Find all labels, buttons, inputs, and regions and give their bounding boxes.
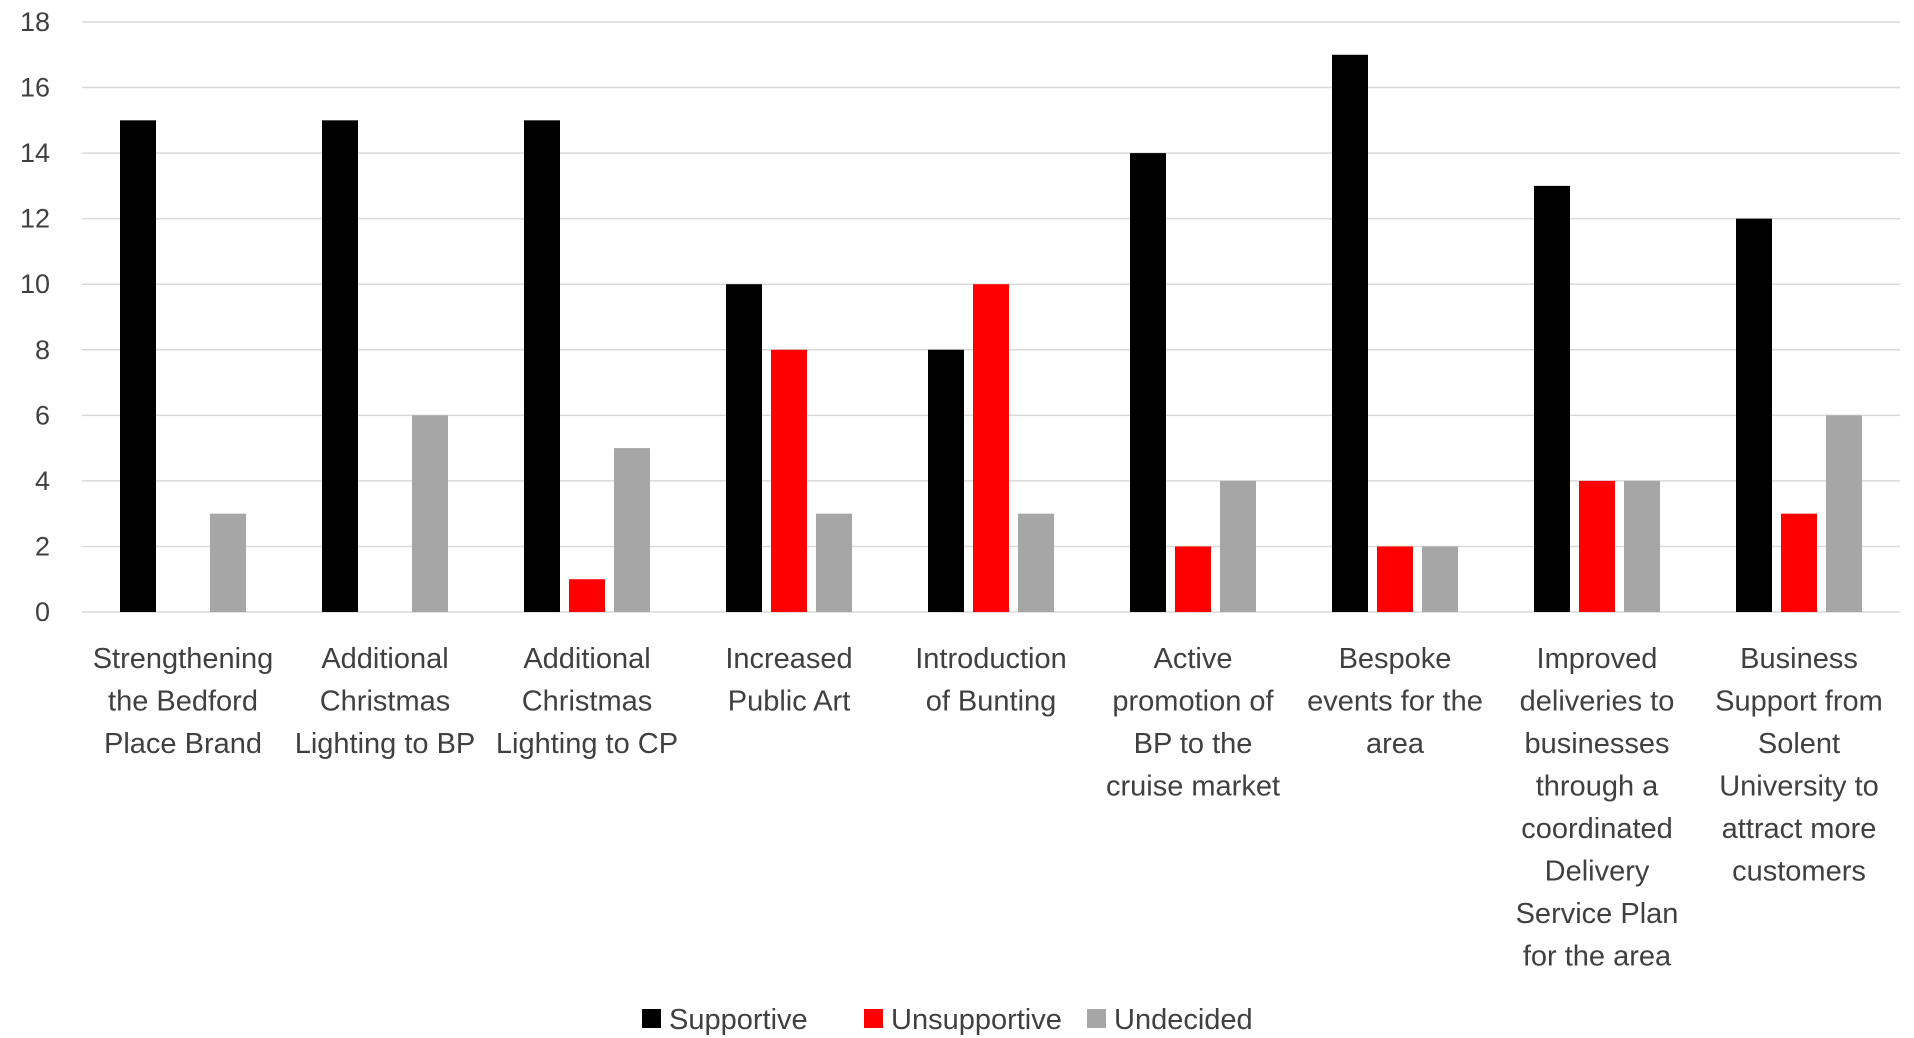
- x-axis-category-labels: Strengthening the Bedford Place Brand Addit…: [93, 643, 1883, 973]
- bar-undecided-7: [1624, 480, 1660, 612]
- category-label-line: Service Plan: [1516, 898, 1679, 930]
- bar-undecided-1: [412, 415, 448, 612]
- category-label-line: Strengthening: [93, 643, 274, 675]
- legend-swatch-unsupportive: [864, 1009, 883, 1028]
- category-label-line: Public Art: [728, 686, 851, 718]
- bar-undecided-8: [1826, 415, 1862, 612]
- legend-swatch-undecided: [1087, 1009, 1106, 1028]
- legend-swatch-supportive: [642, 1009, 661, 1028]
- category-label-line: BP to the: [1134, 728, 1253, 760]
- category-label-line: Additional: [321, 643, 448, 675]
- category-label: Increased Public Art: [725, 643, 852, 718]
- category-label-line: Christmas: [320, 686, 451, 718]
- category-label: Strengthening the Bedford Place Brand: [93, 643, 274, 760]
- category-label-line: Introduction: [915, 643, 1067, 675]
- category-label-line: Lighting to CP: [496, 728, 678, 760]
- bar-undecided-0: [210, 513, 246, 612]
- category-label: Bespoke events for the area: [1307, 643, 1483, 760]
- bar-supportive-1: [322, 120, 358, 612]
- bar-supportive-5: [1130, 153, 1166, 612]
- y-tick-label: 6: [35, 400, 50, 430]
- category-label-line: Solent: [1758, 728, 1840, 760]
- bar-unsupportive-2: [569, 579, 605, 612]
- category-label-line: area: [1366, 728, 1425, 760]
- category-label-line: Increased: [725, 643, 852, 675]
- y-tick-label: 18: [20, 7, 50, 37]
- bar-unsupportive-8: [1781, 513, 1817, 612]
- category-label-line: Christmas: [522, 686, 653, 718]
- category-label: Additional Christmas Lighting to CP: [496, 643, 678, 760]
- category-label-line: coordinated: [1521, 813, 1673, 845]
- category-label-line: Place Brand: [104, 728, 262, 760]
- legend-label-supportive: Supportive: [669, 1004, 808, 1036]
- category-label-line: events for the: [1307, 686, 1483, 718]
- bar-unsupportive-5: [1175, 546, 1211, 612]
- category-label-line: Additional: [523, 643, 650, 675]
- category-label-line: Support from: [1715, 686, 1883, 718]
- y-tick-label: 4: [35, 466, 50, 496]
- category-label: Business Support from Solent University to a…: [1715, 643, 1883, 888]
- y-tick-label: 14: [20, 138, 50, 168]
- category-label-line: Improved: [1537, 643, 1658, 675]
- category-label-line: through a: [1536, 771, 1659, 803]
- bar-supportive-4: [928, 349, 964, 612]
- category-label-line: businesses: [1524, 728, 1669, 760]
- category-label: Active promotion of BP to the cruise market: [1106, 643, 1280, 803]
- legend: Supportive Unsupportive Undecided: [642, 1004, 1253, 1036]
- bar-undecided-2: [614, 448, 650, 612]
- bar-supportive-7: [1534, 185, 1570, 612]
- y-axis-tick-labels: 0 2 4 6 8 10 12 14 16 18: [20, 7, 50, 627]
- y-tick-label: 2: [35, 531, 50, 561]
- bar-supportive-8: [1736, 218, 1772, 612]
- bar-supportive-6: [1332, 54, 1368, 613]
- category-label-line: Delivery: [1545, 856, 1650, 888]
- category-label-line: the Bedford: [108, 686, 258, 718]
- category-label-line: for the area: [1523, 941, 1672, 973]
- category-label-line: customers: [1732, 856, 1866, 888]
- category-label-line: Lighting to BP: [295, 728, 476, 760]
- bar-undecided-3: [816, 513, 852, 612]
- bar-unsupportive-6: [1377, 546, 1413, 612]
- category-label: Improved deliveries to businesses through a…: [1516, 643, 1679, 973]
- category-label-line: of Bunting: [926, 686, 1057, 718]
- category-label-line: attract more: [1722, 813, 1877, 845]
- y-tick-label: 0: [35, 597, 50, 627]
- bar-undecided-4: [1018, 513, 1054, 612]
- category-label: Introduction of Bunting: [915, 643, 1067, 718]
- bar-unsupportive-7: [1579, 480, 1615, 612]
- category-label: Additional Christmas Lighting to BP: [295, 643, 476, 760]
- legend-label-undecided: Undecided: [1114, 1004, 1253, 1036]
- bar-undecided-5: [1220, 480, 1256, 612]
- bar-supportive-2: [524, 120, 560, 612]
- bar-unsupportive-4: [973, 284, 1009, 612]
- category-label-line: Active: [1154, 643, 1233, 675]
- y-tick-label: 12: [20, 204, 50, 234]
- y-tick-label: 16: [20, 73, 50, 103]
- category-label-line: Bespoke: [1339, 643, 1452, 675]
- category-label-line: cruise market: [1106, 771, 1280, 803]
- bars: [120, 54, 1862, 613]
- y-tick-label: 10: [20, 269, 50, 299]
- category-label-line: promotion of: [1112, 686, 1274, 718]
- bar-supportive-0: [120, 120, 156, 612]
- legend-label-unsupportive: Unsupportive: [891, 1004, 1062, 1036]
- category-label-line: Business: [1740, 643, 1858, 675]
- bar-supportive-3: [726, 284, 762, 612]
- y-tick-label: 8: [35, 335, 50, 365]
- bar-unsupportive-3: [771, 349, 807, 612]
- category-label-line: deliveries to: [1520, 686, 1675, 718]
- category-label-line: University to: [1719, 771, 1879, 803]
- bar-undecided-6: [1422, 546, 1458, 612]
